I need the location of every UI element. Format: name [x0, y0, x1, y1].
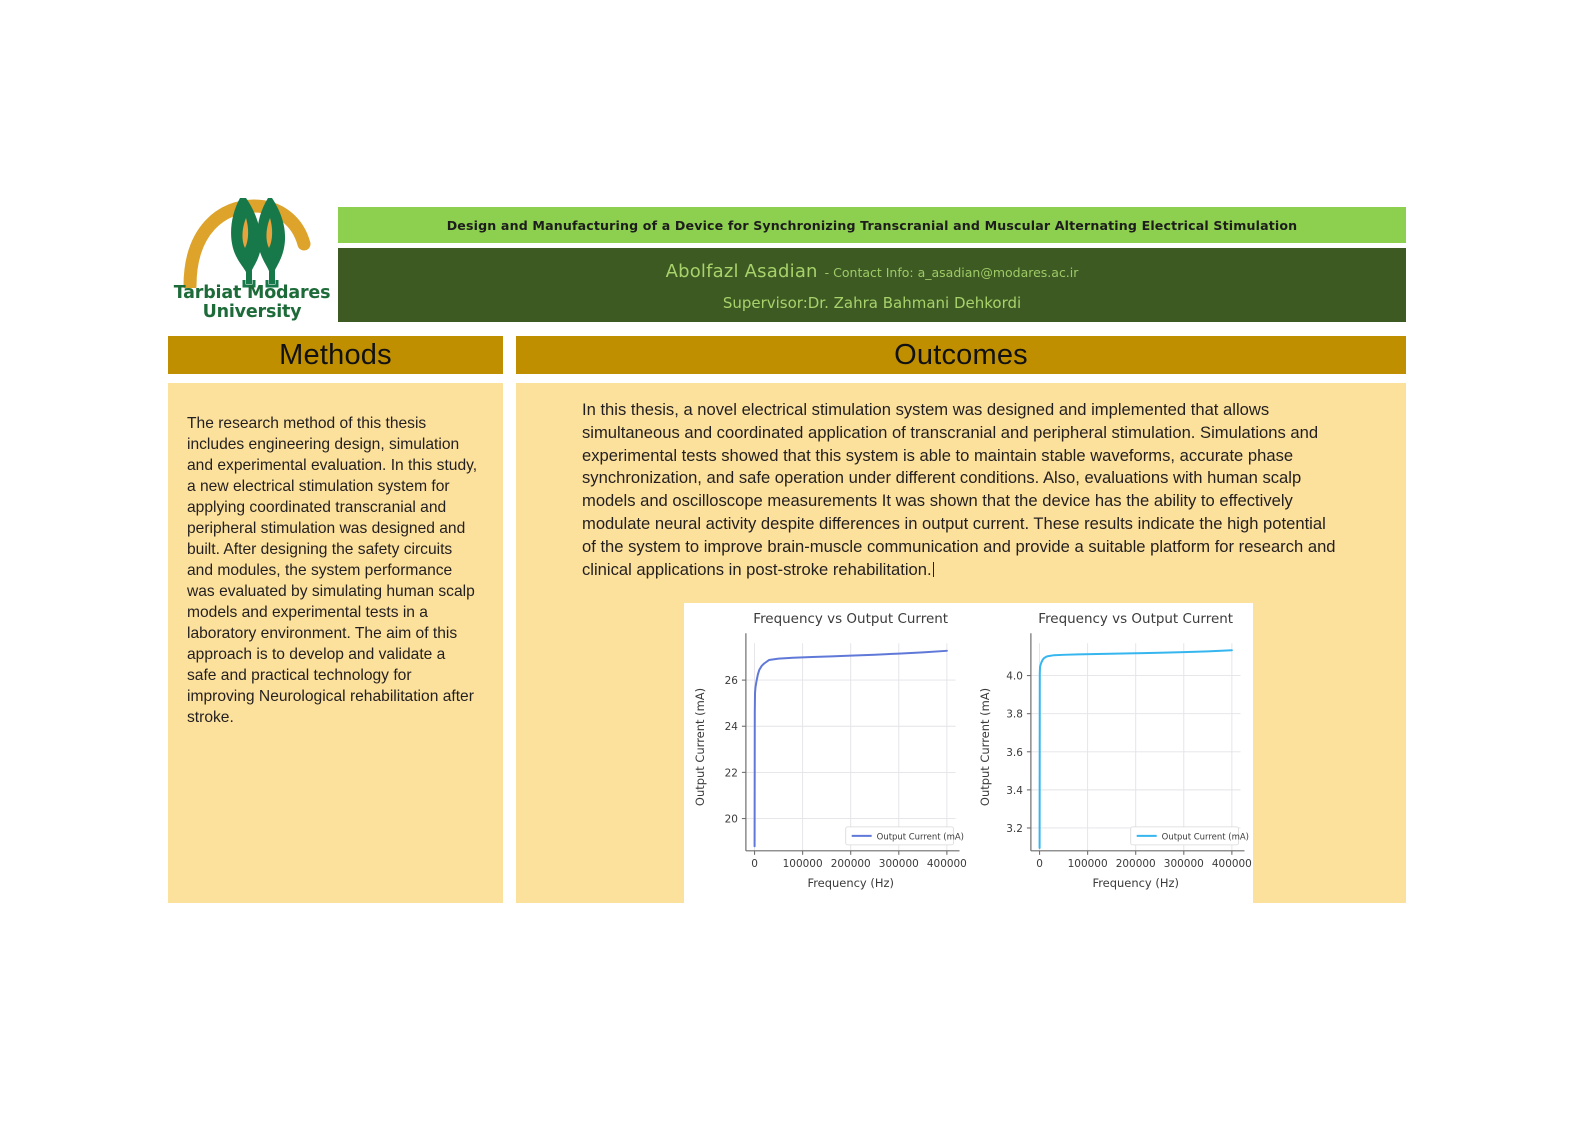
- university-name: Tarbiat Modares University: [172, 284, 332, 322]
- poster-title: Design and Manufacturing of a Device for…: [446, 217, 1298, 233]
- university-name-line1: Tarbiat Modares: [173, 283, 331, 303]
- author-line: Abolfazl Asadian - Contact Info: a_asadi…: [666, 261, 1079, 282]
- y-tick-label: 26: [725, 675, 738, 687]
- chart-right-svg: Frequency vs Output Current 3.2 3.4 3.6 3.8 4…: [968, 603, 1253, 905]
- chart-left: Frequency vs Output Current 20 22 24 26 0 1000…: [684, 603, 969, 905]
- x-tick-label: 0: [1036, 858, 1043, 870]
- author-bar: Abolfazl Asadian - Contact Info: a_asadi…: [338, 248, 1406, 322]
- y-tick-label: 24: [725, 721, 739, 733]
- methods-section-header: Methods: [168, 336, 503, 374]
- y-axis-label: Output Current (mA): [977, 688, 991, 806]
- poster-title-bar: Design and Manufacturing of a Device for…: [338, 207, 1406, 243]
- outcomes-body-text: In this thesis, a novel electrical stimu…: [582, 399, 1342, 581]
- data-series-line: [753, 649, 948, 848]
- y-tick-label: 3.4: [1006, 785, 1023, 797]
- outcomes-header-label: Outcomes: [894, 338, 1028, 371]
- tulip-arch-logo-icon: [183, 198, 311, 288]
- author-name: Abolfazl Asadian: [665, 260, 818, 282]
- x-tick-label: 100000: [1067, 858, 1107, 870]
- university-logo: Tarbiat Modares University: [172, 196, 332, 326]
- y-tick-label: 3.8: [1006, 709, 1023, 721]
- x-tick-label: 200000: [1115, 858, 1155, 870]
- x-tick-label: 200000: [831, 858, 871, 870]
- supervisor-name: Supervisor:Dr. Zahra Bahmani Dehkordi: [722, 293, 1022, 312]
- y-tick-label: 22: [725, 767, 738, 779]
- methods-panel: The research method of this thesis inclu…: [168, 383, 503, 903]
- data-series-line: [1038, 649, 1233, 849]
- methods-body-text: The research method of this thesis inclu…: [187, 415, 478, 726]
- legend-label: Output Current (mA): [877, 831, 964, 841]
- chart-title: Frequency vs Output Current: [753, 611, 948, 627]
- chart-title: Frequency vs Output Current: [1038, 611, 1233, 627]
- y-tick-label: 3.2: [1006, 823, 1023, 835]
- y-tick-label: 3.6: [1006, 747, 1023, 759]
- chart-right: Frequency vs Output Current 3.2 3.4 3.6 3.8 4…: [968, 603, 1253, 905]
- outcomes-panel: In this thesis, a novel electrical stimu…: [516, 383, 1406, 905]
- chart-left-svg: Frequency vs Output Current 20 22 24 26 0 1000…: [684, 603, 969, 905]
- x-tick-label: 400000: [1211, 858, 1251, 870]
- y-axis-label: Output Current (mA): [693, 688, 707, 806]
- x-tick-label: 300000: [879, 858, 919, 870]
- methods-header-label: Methods: [279, 338, 392, 371]
- results-figure: Frequency vs Output Current 20 22 24 26 0 1000…: [684, 603, 1253, 905]
- x-tick-label: 300000: [1163, 858, 1203, 870]
- outcomes-section-header: Outcomes: [516, 336, 1406, 374]
- outcomes-body-span: In this thesis, a novel electrical stimu…: [582, 400, 1336, 579]
- x-tick-label: 100000: [783, 858, 823, 870]
- author-contact: - Contact Info: a_asadian@modares.ac.ir: [824, 264, 1079, 280]
- legend-label: Output Current (mA): [1161, 831, 1248, 841]
- x-axis-label: Frequency (Hz): [1092, 876, 1179, 890]
- y-tick-label: 4.0: [1006, 671, 1023, 683]
- y-tick-label: 20: [725, 814, 738, 826]
- x-tick-label: 400000: [927, 858, 967, 870]
- x-tick-label: 0: [751, 858, 758, 870]
- text-caret: [932, 561, 934, 577]
- x-axis-label: Frequency (Hz): [807, 876, 894, 890]
- university-name-line2: University: [202, 302, 302, 322]
